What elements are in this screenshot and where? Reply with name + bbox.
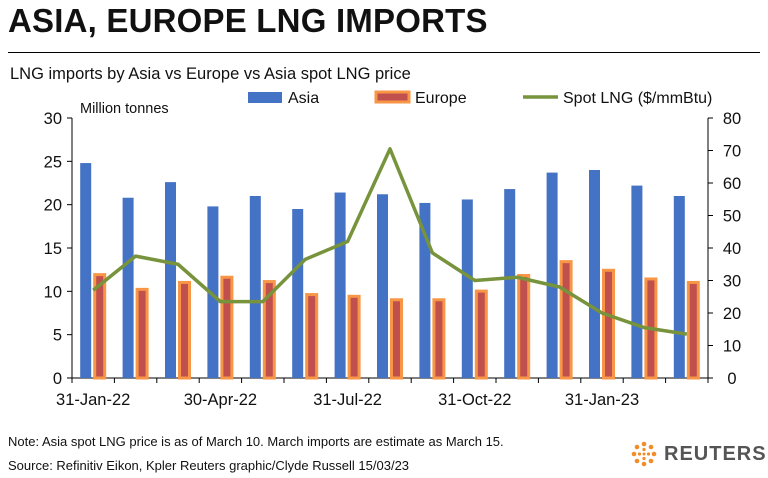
chart-title: ASIA, EUROPE LNG IMPORTS [8, 2, 488, 39]
right-tick-label: 30 [723, 273, 741, 291]
spot-lng-line [92, 147, 688, 336]
legend-asia-label: Asia [288, 90, 319, 107]
left-tick-label: 15 [44, 240, 62, 258]
europe-bar [517, 274, 531, 380]
asia-bar [631, 185, 643, 378]
europe-bar [347, 294, 361, 380]
title-divider [8, 52, 760, 53]
legend-spot-label: Spot LNG ($/mmBtu) [563, 90, 712, 107]
asia-bar [249, 196, 261, 378]
right-tick-label: 80 [723, 110, 741, 128]
europe-bar [305, 293, 319, 380]
left-tick-label: 30 [44, 110, 62, 128]
y-axis-label: Million tonnes [80, 101, 169, 117]
europe-bar [220, 275, 234, 380]
left-tick-label: 10 [44, 283, 62, 301]
europe-bar [432, 298, 446, 380]
right-tick-label: 60 [723, 175, 741, 193]
europe-bar [602, 268, 615, 380]
asia-bar [589, 170, 600, 378]
legend-europe-label: Europe [415, 90, 467, 107]
reuters-logo: REUTERS [630, 440, 767, 468]
europe-bar [262, 280, 276, 380]
europe-bar [390, 298, 403, 380]
source-line: Source: Refinitiv Eikon, Kpler Reuters g… [8, 458, 410, 473]
asia-bar [673, 196, 685, 378]
left-tick-label: 25 [44, 153, 62, 171]
europe-bar [559, 260, 573, 380]
x-tick-label: 31-Jul-22 [313, 391, 382, 409]
europe-bar [474, 289, 488, 380]
left-tick-label: 20 [44, 197, 62, 215]
x-tick-label: 30-Apr-22 [184, 391, 257, 409]
europe-bar [93, 273, 107, 380]
right-tick-label: 70 [723, 143, 741, 161]
chart-subtitle: LNG imports by Asia vs Europe vs Asia sp… [10, 65, 411, 83]
asia-bar [292, 209, 304, 378]
reuters-logo-text: REUTERS [664, 442, 767, 465]
asia-bar [334, 192, 346, 378]
asia-bar [165, 182, 176, 378]
europe-bar [135, 287, 149, 380]
asia-bar [546, 172, 558, 378]
asia-bar [461, 199, 473, 378]
asia-bar [207, 206, 219, 378]
legend-asia-swatch [248, 92, 282, 103]
reuters-dots-icon [631, 441, 657, 467]
left-tick-label: 5 [53, 327, 62, 345]
footnote: Note: Asia spot LNG price is as of March… [8, 434, 504, 449]
asia-bar [80, 163, 92, 378]
asia-bar [419, 202, 431, 378]
asia-bar [377, 194, 388, 378]
europe-bar [686, 280, 700, 380]
right-tick-label: 50 [723, 208, 741, 226]
x-tick-label: 31-Jan-23 [565, 391, 639, 409]
europe-bar [178, 280, 191, 380]
legend-europe-swatch [374, 90, 411, 104]
asia-bar [122, 197, 134, 378]
right-tick-label: 20 [723, 305, 741, 323]
right-tick-label: 40 [723, 240, 741, 258]
right-tick-label: 10 [723, 338, 741, 356]
asia-bar [504, 189, 516, 378]
x-tick-label: 31-Oct-22 [438, 391, 511, 409]
right-tick-label: 0 [727, 370, 736, 388]
left-tick-label: 0 [53, 370, 62, 388]
x-tick-label: 31-Jan-22 [56, 391, 130, 409]
